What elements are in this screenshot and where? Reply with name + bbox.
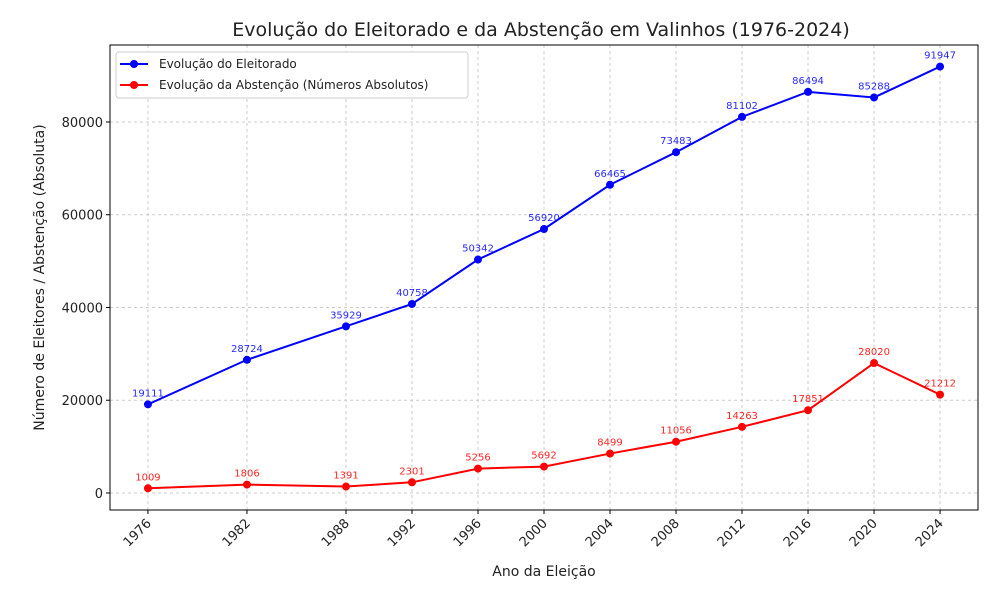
series-line-0 [147,65,941,406]
data-label: 19111 [132,388,164,399]
legend-marker [130,60,138,68]
data-label: 1391 [333,471,358,482]
x-tick-label: 2020 [847,516,881,550]
y-tick-label: 60000 [62,209,103,224]
x-tick-label: 2000 [517,516,551,550]
data-point [606,180,615,189]
chart-title: Evolução do Eleitorado e da Abstenção em… [232,19,850,41]
x-tick-label: 1996 [451,516,485,550]
data-label: 73483 [660,136,692,147]
data-point [672,437,681,446]
y-tick-label: 0 [95,487,103,502]
data-label: 21212 [924,379,956,390]
data-point [738,112,747,121]
x-tick-label: 1988 [319,516,353,550]
legend-label: Evolução da Abstenção (Números Absolutos… [159,78,429,92]
data-point [540,462,548,471]
x-axis-label: Ano da Eleição [492,564,595,580]
legend-marker [130,81,138,89]
data-point [407,299,416,308]
data-point [672,148,681,157]
data-label: 35929 [330,310,362,321]
data-label: 2301 [399,466,424,477]
series-line-1 [147,361,941,490]
data-label: 5692 [531,451,556,462]
y-tick-label: 80000 [62,116,103,131]
x-tick-label: 1982 [220,516,254,550]
y-tick-label: 40000 [62,301,103,316]
data-point [870,93,879,102]
data-label: 11056 [660,426,692,437]
x-tick-label: 2004 [583,516,617,550]
data-point [540,225,548,234]
data-label: 40758 [396,288,428,299]
data-point [870,359,879,368]
data-point [341,482,350,491]
data-label: 5256 [465,453,490,464]
x-tick-label: 1976 [121,516,155,550]
data-point [936,390,945,399]
data-point [473,255,482,264]
data-point [242,480,251,489]
data-label: 66465 [594,169,626,180]
data-point [473,464,482,473]
data-label: 8499 [597,438,622,449]
data-point [804,406,813,415]
x-tick-label: 2008 [649,516,683,550]
data-label: 91947 [924,51,956,62]
data-point [738,422,747,431]
data-point [936,62,945,71]
data-point [804,87,813,96]
y-axis-label: Número de Eleitores / Abstenção (Absolut… [32,124,48,430]
x-tick-label: 1992 [385,516,419,550]
data-point [407,478,416,487]
data-point [143,484,152,493]
data-label: 17851 [792,394,824,405]
data-point [341,322,350,331]
data-label: 1806 [234,469,259,480]
x-tick-label: 2024 [913,516,947,550]
x-tick-label: 2012 [715,516,749,550]
legend-label: Evolução do Eleitorado [159,57,297,71]
plot-frame [109,44,979,511]
data-label: 1009 [135,472,160,483]
data-point [242,355,251,364]
data-label: 50342 [462,244,494,255]
data-label: 86494 [792,76,824,87]
data-label: 56920 [528,213,560,224]
x-tick-label: 2016 [781,516,815,550]
data-label: 81102 [726,101,758,112]
data-point [143,400,152,409]
data-label: 14263 [726,411,758,422]
data-label: 28020 [858,347,890,358]
data-point [606,449,615,458]
data-label: 85288 [858,81,890,92]
data-label: 28724 [231,344,263,355]
legend-box [115,51,469,99]
y-tick-label: 20000 [62,394,103,409]
